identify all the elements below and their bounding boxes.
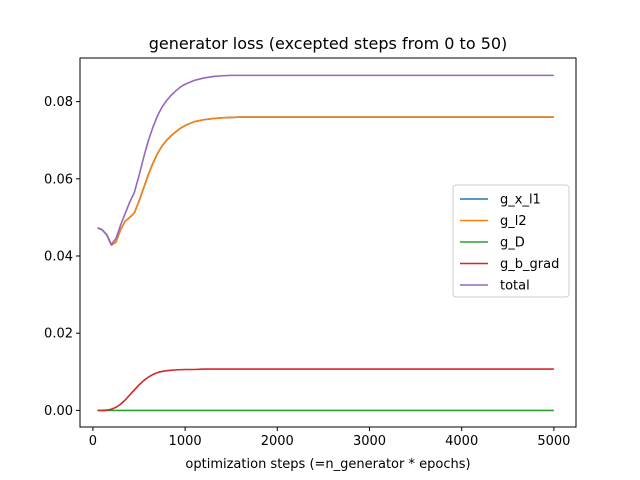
x-tick-label: 5000 (537, 434, 570, 449)
legend-label-total: total (500, 279, 530, 294)
series-line-g-l2 (97, 116, 554, 246)
legend-label-g-D: g_D (500, 236, 525, 251)
legend-box (452, 184, 570, 298)
legend-label-g-l2: g_l2 (500, 214, 527, 229)
series-line-total (97, 74, 554, 246)
y-tick-label: 0.08 (44, 95, 73, 110)
y-axis: 0.00 0.02 0.04 0.06 0.08 (44, 95, 80, 419)
y-tick-label: 0.06 (44, 172, 73, 187)
x-tick-label: 0 (89, 434, 97, 449)
y-tick-label: 0.02 (44, 327, 73, 342)
chart-title: generator loss (excepted steps from 0 to… (149, 34, 508, 53)
legend-label-g-x-l1: g_x_l1 (500, 193, 541, 208)
x-axis: 0 1000 2000 3000 4000 5000 (89, 427, 570, 449)
plot-area (97, 74, 554, 412)
x-tick-label: 2000 (261, 434, 294, 449)
plot-frame (79, 57, 577, 428)
x-tick-label: 3000 (353, 434, 386, 449)
x-tick-label: 4000 (445, 434, 478, 449)
x-axis-title: optimization steps (=n_generator * epoch… (185, 457, 470, 472)
series-line-g-b-grad (97, 368, 554, 412)
x-tick-label: 1000 (169, 434, 202, 449)
y-tick-label: 0.00 (44, 404, 73, 419)
y-tick-label: 0.04 (44, 250, 73, 265)
legend-label-g-b-grad: g_b_grad (500, 257, 559, 272)
